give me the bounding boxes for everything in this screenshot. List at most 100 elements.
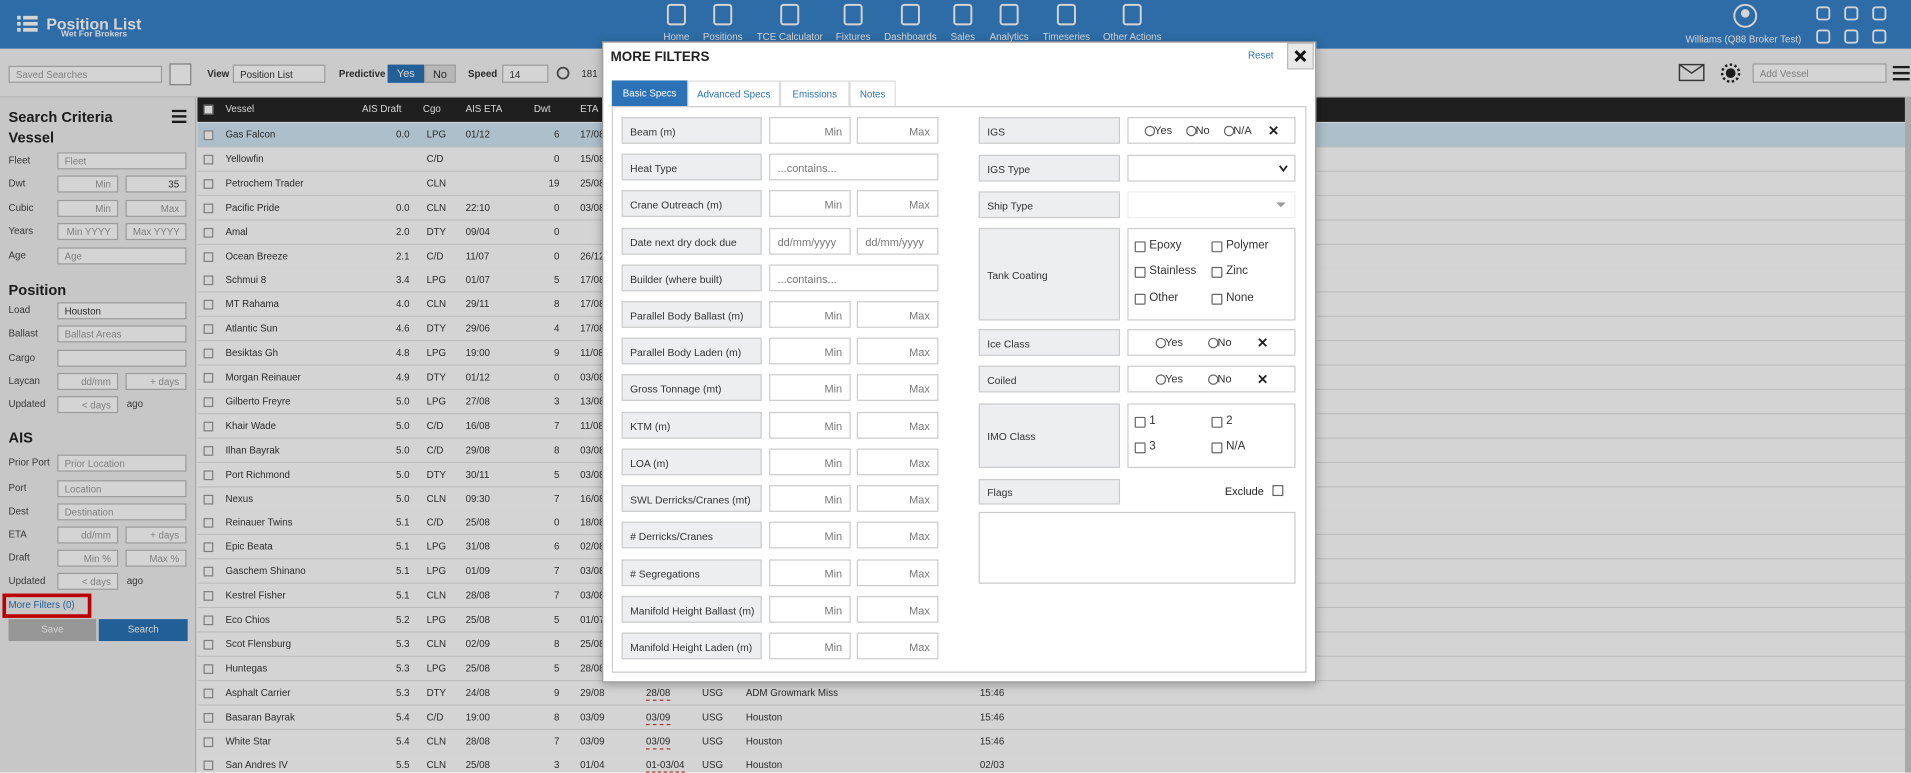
filter-input[interactable]: ...contains... [769,264,939,292]
filter-input[interactable]: Max [856,337,939,365]
field-input[interactable]: Min [57,199,119,217]
table-row[interactable] [197,705,1905,730]
field-input[interactable]: + days [125,526,187,544]
field-input[interactable]: Fleet [57,152,187,170]
field-input[interactable]: < days [57,572,119,590]
exclude-checkbox[interactable] [1272,485,1284,497]
filter-button[interactable] [169,63,192,86]
field-input[interactable]: 35 [125,175,187,193]
field-input[interactable]: Houston [57,302,187,320]
row-checkbox[interactable] [203,251,214,262]
row-checkbox[interactable] [203,300,214,310]
filter-input[interactable]: Max [856,190,939,218]
nav-item[interactable]: Analytics [989,31,1029,43]
nav-item[interactable]: Dashboards [884,31,937,43]
tab[interactable]: Notes [849,80,896,107]
row-checkbox[interactable] [203,275,214,286]
view-select[interactable]: Position List [232,64,326,83]
filter-input[interactable]: Min [769,301,851,328]
tab[interactable]: Basic Specs [611,80,688,107]
filter-input[interactable]: Min [769,337,851,365]
field-input[interactable]: < days [57,396,119,414]
checkbox[interactable] [1134,241,1146,253]
column-header[interactable]: Dwt [533,103,551,115]
filter-input[interactable]: Min [769,117,851,144]
row-checkbox[interactable] [203,372,214,383]
row-checkbox[interactable] [203,203,214,213]
filter-input[interactable]: Max [856,632,939,660]
row-checkbox[interactable] [203,688,214,698]
checkbox[interactable] [1211,241,1223,253]
row-checkbox[interactable] [203,348,214,359]
filter-input[interactable]: Min [769,558,851,586]
filter-input[interactable]: Min [769,595,851,623]
field-input[interactable]: Age [57,247,187,265]
filter-input[interactable]: dd/mm/yyyy [856,227,939,255]
checkbox[interactable] [1211,293,1223,305]
checkbox[interactable] [1134,266,1146,278]
radio-label[interactable]: Yes [1165,336,1184,349]
checkbox[interactable] [1134,442,1146,454]
filter-input[interactable]: Min [769,190,851,218]
nav-item[interactable]: Fixtures [835,31,871,43]
row-checkbox[interactable] [203,518,214,529]
nav-item[interactable]: Sales [950,31,975,43]
field-select[interactable] [57,349,187,367]
nav-item[interactable]: Positions [702,31,743,43]
filter-input[interactable]: Max [856,374,939,402]
radio-label[interactable]: Yes [1154,124,1173,137]
row-checkbox[interactable] [203,397,214,407]
row-checkbox[interactable] [203,663,214,674]
table-row[interactable] [197,680,1905,706]
field-input[interactable]: Max [125,199,187,217]
row-checkbox[interactable] [203,494,214,504]
checkbox[interactable] [1211,266,1223,278]
select-disabled[interactable] [1127,191,1296,219]
radio-label[interactable]: No [1217,336,1232,349]
row-checkbox[interactable] [203,130,214,141]
checkbox[interactable] [1211,416,1223,428]
field-input[interactable]: Location [57,480,187,498]
field-input[interactable]: Min % [57,549,119,567]
search-button[interactable]: Search [98,619,188,642]
add-vessel[interactable]: Add Vessel [1752,63,1887,83]
field-input[interactable]: Min [57,175,119,193]
field-input[interactable]: + days [125,372,187,390]
field-input[interactable]: dd/mm [57,526,119,544]
row-checkbox[interactable] [203,445,214,456]
radio-label[interactable]: Yes [1165,372,1184,386]
column-header[interactable]: AIS ETA [465,103,503,115]
checkbox[interactable] [1211,442,1223,454]
tab[interactable]: Emissions [780,80,850,107]
filter-input[interactable]: Max [856,521,939,549]
row-checkbox[interactable] [203,736,214,747]
predictive-yes[interactable]: Yes [387,64,425,83]
nav-item[interactable]: Timeseries [1042,31,1091,43]
nav-item[interactable]: TCE Calculator [756,31,823,43]
filter-input[interactable]: Min [769,448,851,476]
row-checkbox[interactable] [203,712,214,723]
nav-item[interactable]: Home [663,31,690,43]
field-input[interactable]: Destination [57,503,187,521]
filter-input[interactable]: Min [769,374,851,402]
column-header[interactable]: AIS Draft [361,103,402,115]
row-checkbox[interactable] [203,178,214,189]
checkbox[interactable] [1134,293,1146,305]
speed-select[interactable]: 14 [502,64,549,83]
radio-label[interactable]: No [1217,372,1232,386]
select[interactable] [1127,154,1296,182]
row-checkbox[interactable] [203,324,214,335]
filter-input[interactable]: Max [856,301,939,328]
field-input[interactable]: Max YYYY [125,223,187,241]
filter-input[interactable]: Max [856,485,939,512]
column-header[interactable]: Cgo [422,103,441,115]
row-checkbox[interactable] [203,227,214,238]
row-checkbox[interactable] [203,154,214,165]
filter-input[interactable]: Min [769,411,851,439]
filter-input[interactable]: Max [856,595,939,623]
row-checkbox[interactable] [203,760,214,771]
column-header[interactable]: ETA [580,103,599,115]
row-checkbox[interactable] [203,615,214,626]
filter-input[interactable]: Max [856,448,939,476]
filter-input[interactable]: Max [856,558,939,586]
